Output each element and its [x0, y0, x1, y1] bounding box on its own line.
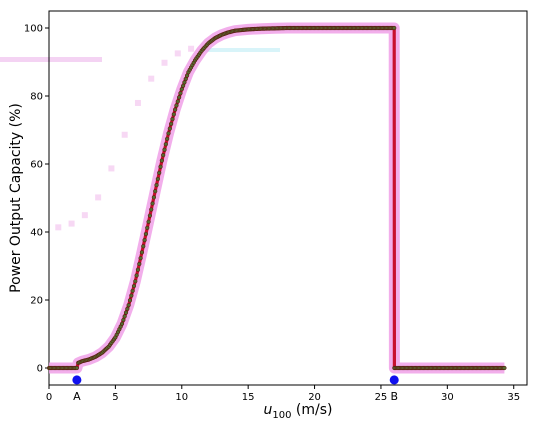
data-point — [129, 293, 134, 298]
ghost-artifact — [68, 220, 75, 227]
series-glow — [49, 22, 506, 374]
data-point — [178, 91, 183, 96]
ghost-artifact — [174, 50, 181, 57]
x-tick-label: 0 — [46, 392, 52, 403]
data-point — [165, 136, 170, 141]
x-tick-label: 25 — [375, 392, 388, 403]
y-tick-label: 80 — [30, 92, 43, 103]
data-point — [181, 83, 186, 88]
data-point — [173, 107, 178, 112]
series-layer — [46, 22, 507, 374]
data-point — [151, 195, 156, 200]
data-point — [150, 201, 155, 206]
data-point — [123, 310, 129, 315]
data-point — [155, 176, 160, 182]
data-point — [122, 314, 127, 319]
ghost-artifact — [55, 224, 62, 231]
data-point — [177, 95, 182, 100]
data-point — [184, 73, 190, 78]
x-axis-label: u100 (m/s) — [264, 402, 333, 421]
data-point — [142, 238, 147, 243]
data-point — [143, 231, 149, 237]
x-tick-label: 20 — [308, 392, 321, 403]
data-point — [134, 273, 139, 278]
data-point — [162, 147, 167, 152]
data-point — [138, 256, 143, 261]
x-tick-label: 30 — [441, 392, 454, 403]
data-point — [139, 250, 145, 255]
data-point — [149, 207, 154, 212]
ghost-artifact — [95, 194, 102, 201]
y-tick-label: 40 — [30, 228, 43, 239]
ghost-artifact — [121, 131, 128, 138]
data-point — [171, 112, 176, 117]
data-point — [175, 99, 180, 104]
x-tick-label: 10 — [175, 392, 188, 403]
data-point — [161, 153, 166, 158]
data-point — [126, 303, 131, 308]
x-tick-label: 35 — [507, 392, 520, 403]
x-axis: 0 5 10 15 20 25 30 35 — [46, 385, 520, 403]
data-point — [145, 225, 150, 231]
data-point — [169, 121, 174, 126]
data-point — [125, 306, 130, 311]
ghost-artifact — [108, 165, 115, 172]
data-point — [130, 288, 135, 293]
y-tick-label: 20 — [30, 296, 43, 307]
marker-label-b: B — [390, 390, 398, 403]
y-axis-label: Power Output Capacity (%) — [8, 103, 24, 293]
data-point — [74, 365, 79, 371]
x-tick-label: 5 — [112, 392, 118, 403]
data-point — [119, 321, 125, 326]
data-point — [131, 283, 137, 289]
ghost-artifact — [81, 212, 88, 219]
data-point — [159, 158, 164, 163]
y-tick-label: 100 — [24, 24, 43, 35]
x-axis-label-unit: (m/s) — [291, 402, 332, 418]
plot-frame — [48, 10, 528, 386]
data-point — [158, 164, 163, 169]
marker-dot-b — [389, 375, 399, 385]
series-line — [49, 26, 505, 370]
y-tick-label: 0 — [37, 364, 43, 375]
data-point — [166, 131, 171, 136]
ghost-artifact — [200, 48, 280, 52]
data-point — [153, 189, 158, 194]
data-point — [392, 25, 397, 31]
x-axis-label-subscript: 100 — [272, 410, 291, 421]
x-axis-label-symbol: u — [264, 402, 273, 418]
data-point — [179, 87, 184, 92]
data-point — [133, 279, 138, 284]
data-point — [135, 267, 141, 272]
data-point — [127, 298, 133, 303]
data-point — [163, 142, 168, 147]
y-axis: 0 20 40 60 80 100 — [24, 24, 49, 375]
x-tick-label: 15 — [242, 392, 255, 403]
data-point — [141, 244, 146, 249]
marker-dot-a — [72, 375, 82, 385]
data-point — [167, 126, 172, 131]
data-point — [137, 261, 142, 267]
ghost-artifact-layer — [0, 43, 280, 231]
y-tick-label: 60 — [30, 160, 43, 171]
data-point — [502, 365, 507, 371]
data-point — [157, 170, 162, 175]
ghost-artifact — [188, 45, 195, 52]
ghost-artifact — [161, 59, 168, 66]
data-point — [147, 213, 153, 218]
data-point — [170, 117, 175, 122]
ghost-artifact — [134, 99, 141, 106]
data-point — [154, 182, 159, 188]
ghost-artifact — [0, 57, 102, 62]
data-point — [182, 80, 187, 85]
marker-label-a: A — [73, 390, 81, 403]
data-point — [121, 317, 126, 323]
data-point — [146, 219, 151, 224]
ghost-artifact — [148, 75, 155, 82]
data-point — [183, 76, 188, 82]
data-point — [174, 103, 179, 108]
